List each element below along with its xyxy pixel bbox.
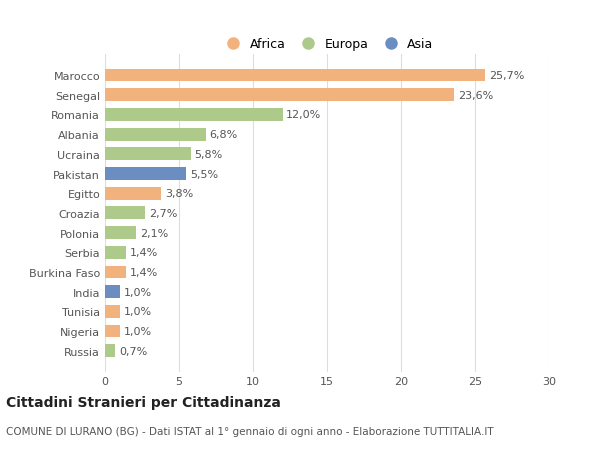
Text: 1,0%: 1,0% — [124, 287, 152, 297]
Text: 2,1%: 2,1% — [140, 228, 168, 238]
Bar — [105, 129, 206, 141]
Bar — [105, 325, 120, 338]
Bar — [105, 89, 454, 102]
Text: 23,6%: 23,6% — [458, 90, 493, 101]
Text: COMUNE DI LURANO (BG) - Dati ISTAT al 1° gennaio di ogni anno - Elaborazione TUT: COMUNE DI LURANO (BG) - Dati ISTAT al 1°… — [6, 426, 494, 436]
Bar — [105, 69, 485, 82]
Text: Cittadini Stranieri per Cittadinanza: Cittadini Stranieri per Cittadinanza — [6, 395, 281, 409]
Bar — [105, 266, 126, 279]
Text: 5,8%: 5,8% — [194, 150, 223, 159]
Text: 2,7%: 2,7% — [149, 208, 177, 218]
Bar — [105, 207, 145, 220]
Bar — [105, 345, 115, 358]
Bar — [105, 246, 126, 259]
Bar — [105, 187, 161, 200]
Bar — [105, 227, 136, 240]
Bar — [105, 285, 120, 298]
Bar — [105, 148, 191, 161]
Text: 25,7%: 25,7% — [489, 71, 524, 81]
Text: 3,8%: 3,8% — [165, 189, 193, 199]
Text: 0,7%: 0,7% — [119, 346, 148, 356]
Text: 1,4%: 1,4% — [130, 268, 158, 277]
Text: 6,8%: 6,8% — [209, 130, 238, 140]
Text: 1,0%: 1,0% — [124, 307, 152, 317]
Text: 1,0%: 1,0% — [124, 326, 152, 336]
Bar — [105, 109, 283, 122]
Text: 1,4%: 1,4% — [130, 248, 158, 258]
Bar — [105, 305, 120, 318]
Text: 12,0%: 12,0% — [286, 110, 322, 120]
Bar — [105, 168, 187, 180]
Text: 5,5%: 5,5% — [190, 169, 218, 179]
Legend: Africa, Europa, Asia: Africa, Europa, Asia — [216, 33, 438, 56]
